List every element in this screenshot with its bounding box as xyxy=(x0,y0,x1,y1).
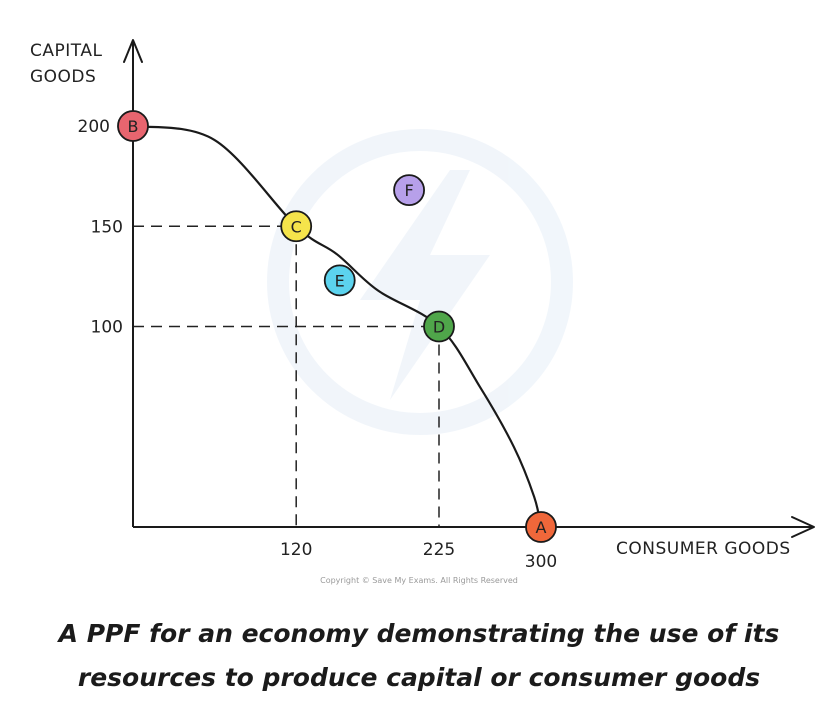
y-axis-label-line2: GOODS xyxy=(30,67,96,87)
copyright-notice: Copyright © Save My Exams. All Rights Re… xyxy=(320,576,518,585)
point-C-marker xyxy=(280,210,313,243)
point-B-marker xyxy=(117,110,149,142)
ppf-chart: CAPITAL GOODS CONSUMER GOODS 120 225 300 20… xyxy=(30,39,815,572)
point-markers: B C D A E F xyxy=(117,110,557,543)
figure-caption: A PPF for an economy demonstrating the u… xyxy=(0,612,838,700)
x-axis xyxy=(133,516,815,538)
y-axis-label-line1: CAPITAL xyxy=(30,41,102,61)
caption-line-1: A PPF for an economy demonstrating the u… xyxy=(58,619,780,648)
point-A-marker xyxy=(525,511,557,543)
x-axis-label: CONSUMER GOODS xyxy=(616,539,791,559)
point-B-label: B xyxy=(128,117,139,136)
guide-lines xyxy=(133,225,440,527)
tick-labels: 120 225 300 200 150 100 xyxy=(78,117,558,572)
x-tick-label-225: 225 xyxy=(423,540,455,560)
x-tick-label-300: 300 xyxy=(525,552,557,572)
y-tick-label-150: 150 xyxy=(91,217,123,237)
caption-line-2: resources to produce capital or consumer… xyxy=(77,663,761,692)
point-D-marker xyxy=(423,310,455,343)
point-A-label: A xyxy=(536,518,547,537)
point-E-marker xyxy=(323,264,356,297)
point-E-label: E xyxy=(335,271,345,290)
y-tick-label-200: 200 xyxy=(78,117,110,137)
ppf-curve-layer xyxy=(132,124,543,528)
point-F-label: F xyxy=(404,181,413,200)
point-F-marker xyxy=(393,174,425,207)
y-tick-label-100: 100 xyxy=(91,318,123,338)
point-D-label: D xyxy=(433,318,445,337)
watermark-logo xyxy=(267,129,573,435)
ppf-curve xyxy=(132,124,543,528)
x-tick-label-120: 120 xyxy=(280,540,312,560)
point-C-label: C xyxy=(291,217,302,236)
